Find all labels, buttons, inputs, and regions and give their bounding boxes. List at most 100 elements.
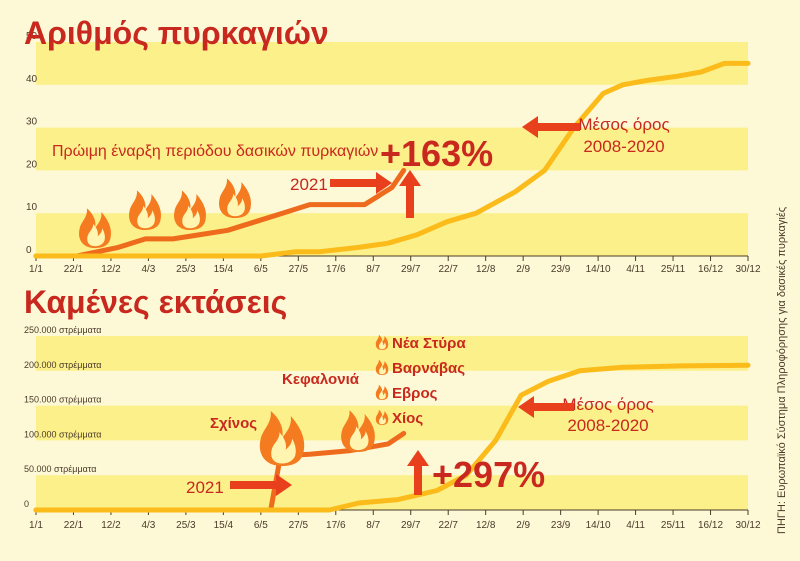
chart2-line-average <box>33 362 751 513</box>
chart2-y-tick-label: 200.000 στρέμματα <box>24 360 101 370</box>
arrow-head <box>399 170 421 186</box>
chart2-series <box>33 362 751 513</box>
chart1-background-bands <box>36 42 748 256</box>
chart1-x-tick-label: 2/9 <box>516 264 530 275</box>
chart2-x-tick-label: 25/11 <box>661 520 686 531</box>
chart1-x-tick-label: 22/1 <box>64 264 84 275</box>
arrow-shaft <box>406 184 414 218</box>
chart2-x-tick-label: 8/7 <box>366 520 380 531</box>
arrow-head <box>276 474 292 496</box>
flame-icon <box>259 411 305 466</box>
fire-varnavas-label: Βαρνάβας <box>392 360 465 377</box>
arrow-shaft <box>414 464 422 495</box>
chart2-average-label-line2: 2008-2020 <box>567 416 648 435</box>
flame-icon <box>174 190 207 230</box>
chart1-title: Αριθμός πυρκαγιών <box>24 15 329 51</box>
chart2-y-tick-label: 50.000 στρέμματα <box>24 464 96 474</box>
flame-icon <box>375 334 389 350</box>
chart1-average-label-line1: Μέσος όρος <box>578 115 669 134</box>
chart1-x-tick-label: 27/5 <box>289 264 309 275</box>
arrow-head <box>518 396 534 418</box>
chart2-band <box>36 475 748 510</box>
chart1-x-tick-label: 16/12 <box>698 264 723 275</box>
chart2-x-axis: 1/1 22/1 12/2 4/3 25/3 15/4 6/5 27/5 17/6 8/7 29/7… <box>29 509 761 531</box>
fire-chios-label: Χίος <box>392 410 423 427</box>
chart1-x-tick-label: 4/3 <box>141 264 155 275</box>
chart2-y-axis: 0 50.000 στρέμματα 100.000 στρέμματα 150.00… <box>24 325 101 509</box>
chart1-x-tick-label: 8/7 <box>366 264 380 275</box>
chart2-x-tick-label: 6/5 <box>254 520 268 531</box>
fire-schinos-label: Σχίνος <box>210 415 257 432</box>
chart1-average-arrow <box>522 116 580 138</box>
chart1-2021-arrow <box>330 172 392 194</box>
chart2-2021-label: 2021 <box>186 478 224 497</box>
chart1-x-tick-label: 29/7 <box>401 264 421 275</box>
chart2-x-tick-label: 1/1 <box>29 520 43 531</box>
chart2-x-tick-label: 17/6 <box>326 520 346 531</box>
chart1-y-axis: 0 10 20 30 40 50 <box>26 31 38 256</box>
chart1-x-axis: 1/1 22/1 12/2 4/3 25/3 15/4 6/5 27/5 17/6 8/7 29/7… <box>29 255 761 275</box>
chart1-decorations <box>79 116 580 248</box>
chart2-2021-arrow <box>230 474 292 496</box>
fires-count-chart: 0 10 20 30 40 50 1/1 22/1 12/2 4/3 25/3 15/4 6/5 27/… <box>24 15 761 275</box>
chart2-x-tick-label: 30/12 <box>735 520 760 531</box>
chart1-band <box>36 42 748 85</box>
chart2-x-tick-label: 22/7 <box>438 520 458 531</box>
chart1-x-tick-label: 4/11 <box>626 264 645 275</box>
chart2-average-label-line1: Μέσος όρος <box>562 395 653 414</box>
chart2-x-tick-label: 14/10 <box>586 520 611 531</box>
flame-icon <box>219 178 252 218</box>
chart1-average-label-line2: 2008-2020 <box>583 137 664 156</box>
flame-icon <box>129 190 162 230</box>
chart1-x-tick-label: 25/11 <box>661 264 686 275</box>
early-start-annotation: Πρώιμη έναρξη περιόδου δασικών πυρκαγιών <box>52 143 378 160</box>
flame-icon <box>341 410 375 452</box>
flame-icon <box>375 409 389 425</box>
chart2-increase-arrow <box>407 450 429 495</box>
chart1-x-tick-label: 1/1 <box>29 264 43 275</box>
chart2-x-tick-label: 2/9 <box>516 520 530 531</box>
chart2-y-tick-label: 250.000 στρέμματα <box>24 325 101 335</box>
chart1-x-tick-label: 25/3 <box>176 264 196 275</box>
chart1-2021-label: 2021 <box>290 175 328 194</box>
chart1-band <box>36 127 748 171</box>
burned-area-chart: 0 50.000 στρέμματα 100.000 στρέμματα 150.00… <box>24 284 761 531</box>
chart2-x-tick-label: 15/4 <box>214 520 234 531</box>
chart1-line-2021 <box>33 167 407 259</box>
arrow-shaft <box>532 403 574 411</box>
fire-kefalonia-label: Κεφαλονιά <box>282 371 360 388</box>
chart1-x-tick-label: 12/2 <box>101 264 121 275</box>
chart2-band <box>36 405 748 441</box>
chart1-y-tick-label: 40 <box>26 74 38 85</box>
chart1-line-average <box>33 60 751 259</box>
flame-icon <box>375 359 389 375</box>
arrow-shaft <box>330 179 378 187</box>
fire-nea-styra-label: Νέα Στύρα <box>392 335 466 352</box>
chart2-x-tick-label: 27/5 <box>289 520 309 531</box>
source-note: ΠΗΓΗ: Ευρωπαϊκό Σύστημα Πληροφόρησης για… <box>776 207 788 534</box>
chart2-background-bands <box>36 336 748 510</box>
chart1-x-tick-label: 6/5 <box>254 264 268 275</box>
chart2-title: Καμένες εκτάσεις <box>24 284 287 320</box>
chart1-x-tick-label: 22/7 <box>438 264 458 275</box>
arrow-head <box>522 116 538 138</box>
chart1-y-tick-label: 0 <box>26 245 32 256</box>
chart1-y-tick-label: 50 <box>26 31 38 42</box>
chart1-x-tick-label: 17/6 <box>326 264 346 275</box>
chart2-x-tick-label: 12/2 <box>101 520 121 531</box>
chart2-y-tick-label: 0 <box>24 499 29 509</box>
chart2-y-tick-label: 100.000 στρέμματα <box>24 429 101 439</box>
flame-icon <box>79 208 112 248</box>
chart1-x-tick-label: 30/12 <box>735 264 760 275</box>
chart2-x-tick-label: 4/3 <box>141 520 155 531</box>
arrow-shaft <box>230 481 278 489</box>
fire-evros-label: Εβρος <box>392 385 438 402</box>
chart2-x-tick-label: 29/7 <box>401 520 421 531</box>
chart2-x-tick-label: 12/8 <box>476 520 496 531</box>
chart2-x-tick-label: 23/9 <box>551 520 571 531</box>
chart1-increase-arrow <box>399 170 421 218</box>
arrow-head <box>376 172 392 194</box>
chart1-y-tick-label: 10 <box>26 202 38 213</box>
chart2-x-tick-label: 22/1 <box>64 520 84 531</box>
